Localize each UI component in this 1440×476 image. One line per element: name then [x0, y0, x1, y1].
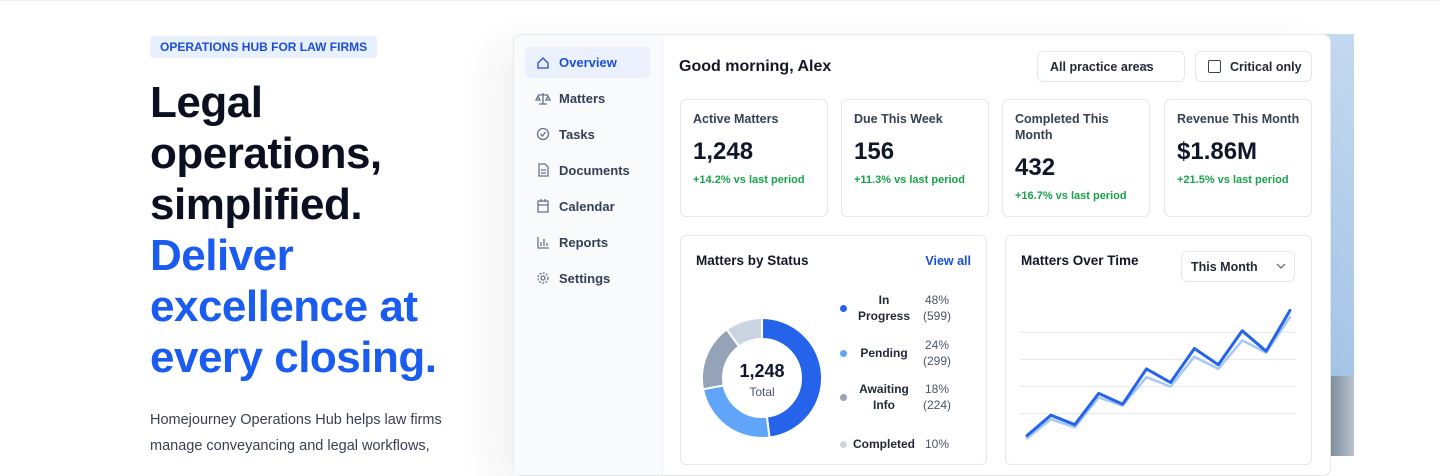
legend-item: Awaiting Info 18% (224) — [840, 381, 957, 413]
kpi-label: Completed This Month — [1015, 112, 1109, 142]
kpi-label: Revenue This Month — [1177, 112, 1300, 126]
legend-percent: 24% — [924, 338, 950, 352]
view-all-link[interactable]: View all — [925, 254, 971, 268]
kpi-value: 432 — [1015, 154, 1056, 181]
critical-checkbox[interactable]: Critical only — [1195, 51, 1312, 82]
kpi-change: +14.2% vs last period — [693, 174, 805, 186]
headline-line: simplified. — [150, 180, 363, 229]
icon-settings-gear — [537, 272, 549, 284]
nav-item[interactable]: Documents — [559, 162, 630, 178]
period-filter[interactable]: This Month — [1181, 251, 1295, 282]
legend-count: (599) — [922, 309, 951, 323]
nav-item[interactable]: Tasks — [559, 126, 595, 142]
checkbox-box[interactable] — [1208, 60, 1221, 73]
trend-line — [1025, 308, 1292, 438]
icon-settings — [540, 275, 546, 281]
trend-line — [1025, 315, 1292, 440]
legend-values: 10% — [917, 436, 957, 452]
donut-segment — [725, 316, 763, 348]
legend-item: In Progress 48% (599) — [840, 292, 957, 324]
legend-dot — [840, 349, 847, 357]
legend-item: Completed 10% — [840, 428, 957, 460]
legend-item: Pending 24% (299) — [840, 337, 957, 369]
nav-item[interactable]: Matters — [559, 90, 606, 106]
panel-title: Matters Over Time — [1021, 253, 1139, 268]
legend-percent: 10% — [924, 437, 950, 451]
nav-item[interactable]: Reports — [559, 234, 609, 250]
icon-home — [537, 57, 549, 69]
kpi-card: Revenue This Month $1.86M +21.5% vs last p… — [1164, 99, 1312, 217]
nav-item[interactable]: Settings — [559, 270, 611, 286]
kpi-card: Active Matters 1,248 +14.2% vs last period — [680, 99, 828, 217]
kpi-value: 156 — [854, 138, 895, 165]
icon-task — [536, 127, 550, 141]
nav-item[interactable]: Calendar — [559, 198, 615, 214]
headline-line: Legal — [150, 78, 263, 127]
kpi-card: Due This Week 156 +11.3% vs last period — [841, 99, 989, 217]
kpi-card: Completed This Month 432 +16.7% vs last pe… — [1002, 99, 1150, 217]
hero-badge: OPERATIONS HUB FOR LAW FIRMS — [150, 36, 378, 58]
legend-label: Pending — [860, 346, 908, 360]
legend-count: (299) — [922, 354, 951, 368]
description-line: Homejourney Operations Hub helps law fir… — [150, 412, 442, 428]
icon-check — [540, 131, 547, 137]
donut-center-label: Total — [749, 385, 775, 399]
sidebar — [514, 35, 663, 475]
legend-percent: 18% — [924, 382, 950, 396]
icon-calendar — [537, 199, 549, 213]
icon-scale — [534, 93, 552, 105]
legend-label: In Progress — [857, 293, 911, 323]
icon-document — [538, 163, 549, 177]
building — [1330, 376, 1354, 456]
kpi-change: +16.7% vs last period — [1015, 190, 1127, 202]
donut-segment — [701, 384, 771, 439]
legend-dot — [840, 440, 847, 448]
legend-count: (224) — [922, 398, 951, 412]
nav-icons — [534, 57, 1286, 284]
legend-values: 18% (224) — [917, 381, 957, 413]
legend-label: Awaiting Info — [859, 382, 909, 412]
nav-item[interactable]: Overview — [525, 46, 650, 78]
headline-highlight: Deliver — [150, 231, 294, 280]
kpi-label: Active Matters — [693, 112, 779, 126]
legend-values: 24% (299) — [917, 337, 957, 369]
headline-line: operations, — [150, 129, 382, 178]
kpi-label: Due This Week — [854, 112, 943, 126]
donut-segment — [761, 316, 824, 439]
legend-dot — [840, 393, 847, 401]
legend-values: 48% (599) — [917, 292, 957, 324]
chevron — [1276, 263, 1286, 269]
legend-percent: 48% — [924, 293, 950, 307]
kpi-value: 1,248 — [693, 138, 754, 165]
kpi-value: $1.86M — [1177, 138, 1258, 165]
kpi-change: +11.3% vs last period — [854, 174, 965, 186]
greeting: Good morning, Alex — [679, 58, 832, 75]
practice-filter[interactable]: All practice areas — [1037, 51, 1185, 82]
overlay — [534, 57, 1296, 440]
donut-center-value: 1,248 — [739, 361, 785, 381]
chevron — [1139, 63, 1149, 69]
icon-reports — [537, 237, 549, 249]
hero-headline: Legal operations, simplified. Deliver ex… — [150, 77, 437, 383]
panel-title: Matters by Status — [696, 253, 809, 268]
headline-highlight: excellence at — [150, 282, 418, 331]
kpi-change: +21.5% vs last period — [1177, 174, 1289, 186]
legend-dot — [840, 304, 847, 312]
legend-label: Completed — [853, 437, 916, 451]
headline-highlight: every closing. — [150, 333, 437, 382]
